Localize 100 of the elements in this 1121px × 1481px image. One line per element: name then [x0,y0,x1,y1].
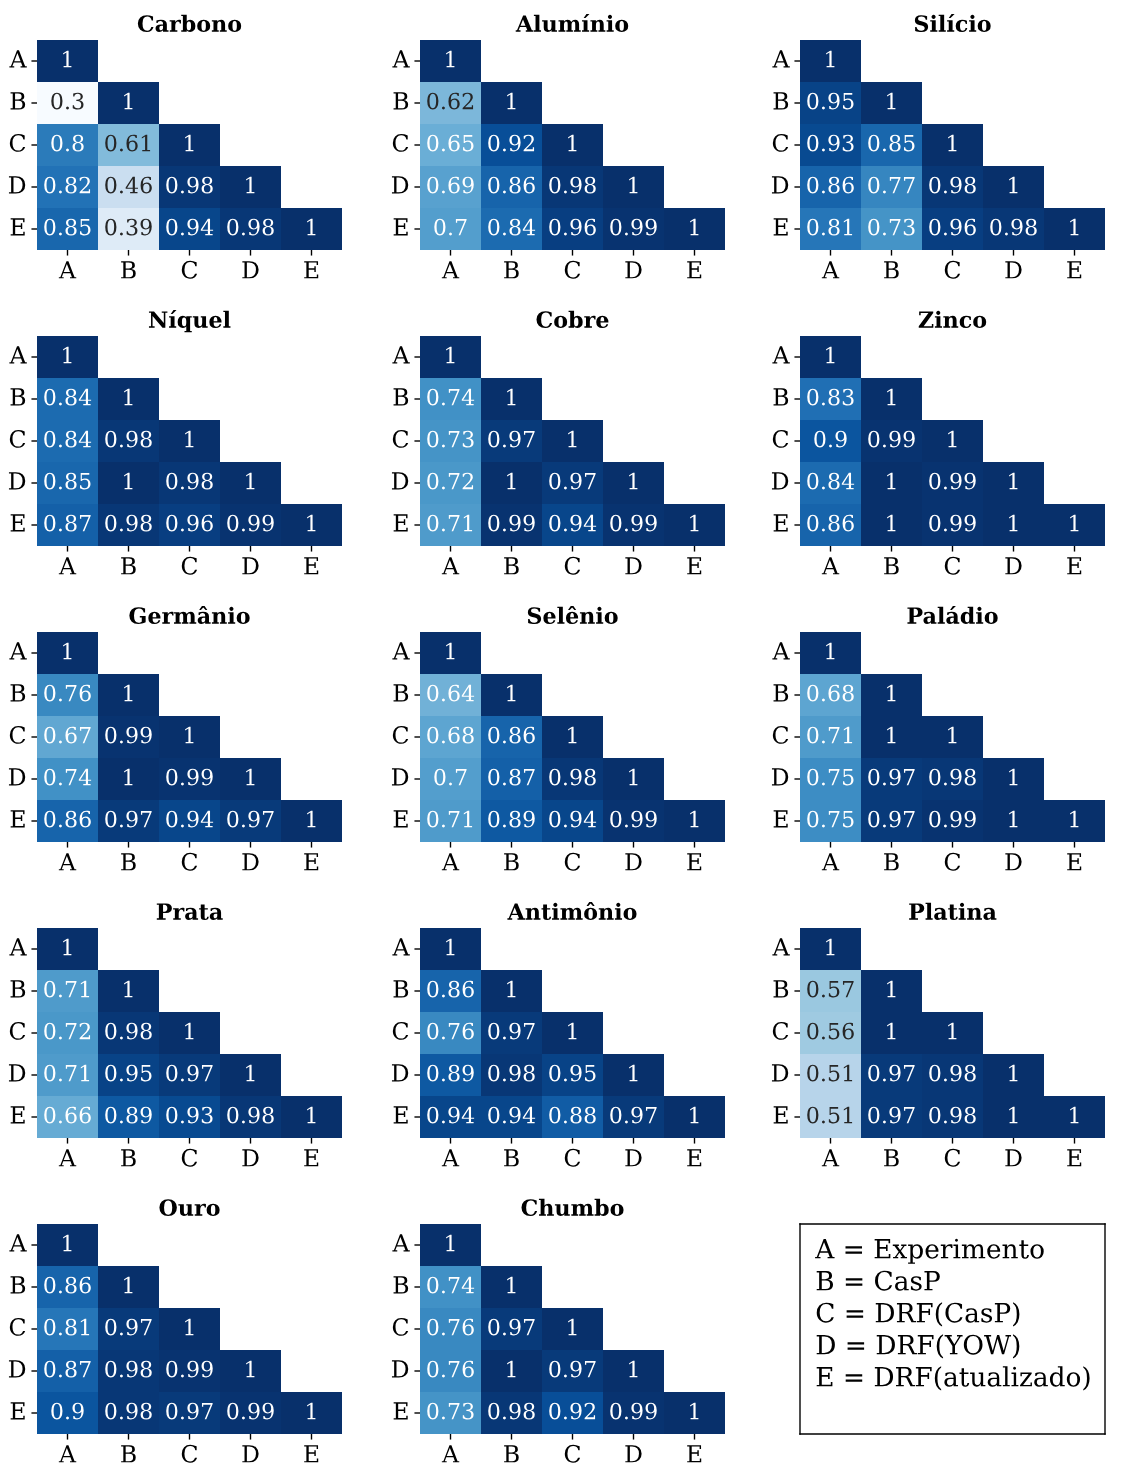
data-label: 0.92 [488,134,535,152]
y-tick-label: A [9,346,27,364]
data-label: 0.99 [166,768,213,786]
x-tick-label: C [944,1148,961,1167]
data-label: 0.88 [549,1106,596,1124]
data-label: 1 [690,810,699,828]
data-label: 0.73 [427,1402,474,1420]
y-tick-label: C [772,429,789,448]
x-tick-label: C [564,852,581,871]
data-label: 1 [507,684,516,702]
y-tick-label: A [392,642,410,660]
data-label: 0.99 [105,726,152,744]
data-label: 0.98 [929,1106,976,1124]
data-label: 1 [826,50,835,68]
y-tick-label: C [772,133,789,152]
data-label: 0.65 [427,134,474,152]
data-label: 0.98 [105,514,152,532]
data-label: 1 [1009,810,1018,828]
y-tick-label: E [393,1106,408,1124]
x-tick-label: E [304,1445,319,1463]
data-label: 0.94 [488,1106,536,1124]
y-tick-label: C [9,133,26,152]
data-label: 1 [1009,514,1018,532]
x-tick-label: B [121,1149,136,1167]
data-label: 0.61 [105,134,151,152]
data-label: 0.97 [868,1106,915,1124]
data-label: 0.9 [51,1402,84,1420]
y-tick-label: C [9,429,26,448]
y-tick-label: A [772,642,790,660]
y-tick-label: B [773,684,789,702]
data-label: 0.86 [44,810,91,828]
x-tick-label: B [504,1445,519,1463]
data-label: 0.86 [427,980,474,998]
x-tick-label: B [504,853,519,871]
x-tick-label: C [181,1444,198,1463]
data-label: 1 [826,642,835,660]
data-label: 1 [446,642,455,660]
y-tick-label: A [9,1234,27,1252]
y-tick-label: B [10,980,26,998]
x-tick-label: D [625,1445,642,1463]
y-tick-label: B [10,684,26,702]
data-label: 0.71 [44,1064,90,1082]
data-label: 0.98 [105,1360,152,1378]
x-tick-label: C [181,1148,198,1167]
y-tick-label: B [10,92,26,110]
data-label: 0.86 [488,726,535,744]
y-tick-label: D [391,768,409,786]
data-label: 1 [887,980,896,998]
data-label: 0.96 [929,218,976,236]
x-tick-label: D [1005,1149,1022,1167]
x-tick-label: D [1005,261,1022,279]
data-label: 0.56 [807,1022,854,1040]
y-tick-label: A [9,642,27,660]
text: E = DRF(atualizado) [816,1366,1090,1391]
data-label: 0.99 [166,1360,213,1378]
data-label: 0.72 [44,1022,91,1040]
data-label: 0.81 [44,1318,90,1336]
y-tick-label: D [391,1064,409,1082]
x-tick-label: B [504,1149,519,1167]
data-label: 1 [185,1022,194,1040]
x-tick-label: D [242,557,259,575]
x-tick-label: A [441,261,460,279]
x-tick-label: A [441,1445,460,1463]
y-tick-label: C [392,1317,409,1336]
y-tick-label: E [773,1106,788,1124]
x-tick-label: C [564,556,581,575]
data-label: 0.64 [427,684,475,702]
x-tick-label: D [625,261,642,279]
y-tick-label: D [771,1064,789,1082]
y-tick-label: A [392,1234,410,1252]
data-label: 0.89 [105,1106,152,1124]
data-label: 1 [446,50,455,68]
y-tick-label: A [392,346,410,364]
data-label: 0.71 [427,514,473,532]
x-tick-label: C [944,852,961,871]
x-tick-label: A [58,1149,77,1167]
y-tick-label: D [8,472,26,490]
data-label: 0.92 [549,1402,596,1420]
x-tick-label: B [121,261,136,279]
data-label: 0.98 [227,1106,274,1124]
data-label: 1 [629,176,638,194]
data-label: 0.74 [427,388,475,406]
data-label: 1 [690,1402,699,1420]
data-label: 0.98 [929,768,976,786]
x-tick-label: E [1067,1149,1082,1167]
chart-title: Selênio [527,605,618,624]
data-label: 0.97 [488,1022,535,1040]
data-label: 0.98 [166,472,213,490]
data-label: 0.97 [166,1064,213,1082]
data-label: 0.95 [549,1064,596,1082]
data-label: 0.97 [868,768,915,786]
data-label: 1 [568,1318,577,1336]
x-tick-label: D [625,853,642,871]
x-tick-label: D [242,853,259,871]
y-tick-label: E [393,810,408,828]
x-tick-label: E [304,1149,319,1167]
x-tick-label: B [121,1445,136,1463]
data-label: 1 [629,768,638,786]
data-label: 1 [185,726,194,744]
data-label: 0.97 [488,430,535,448]
